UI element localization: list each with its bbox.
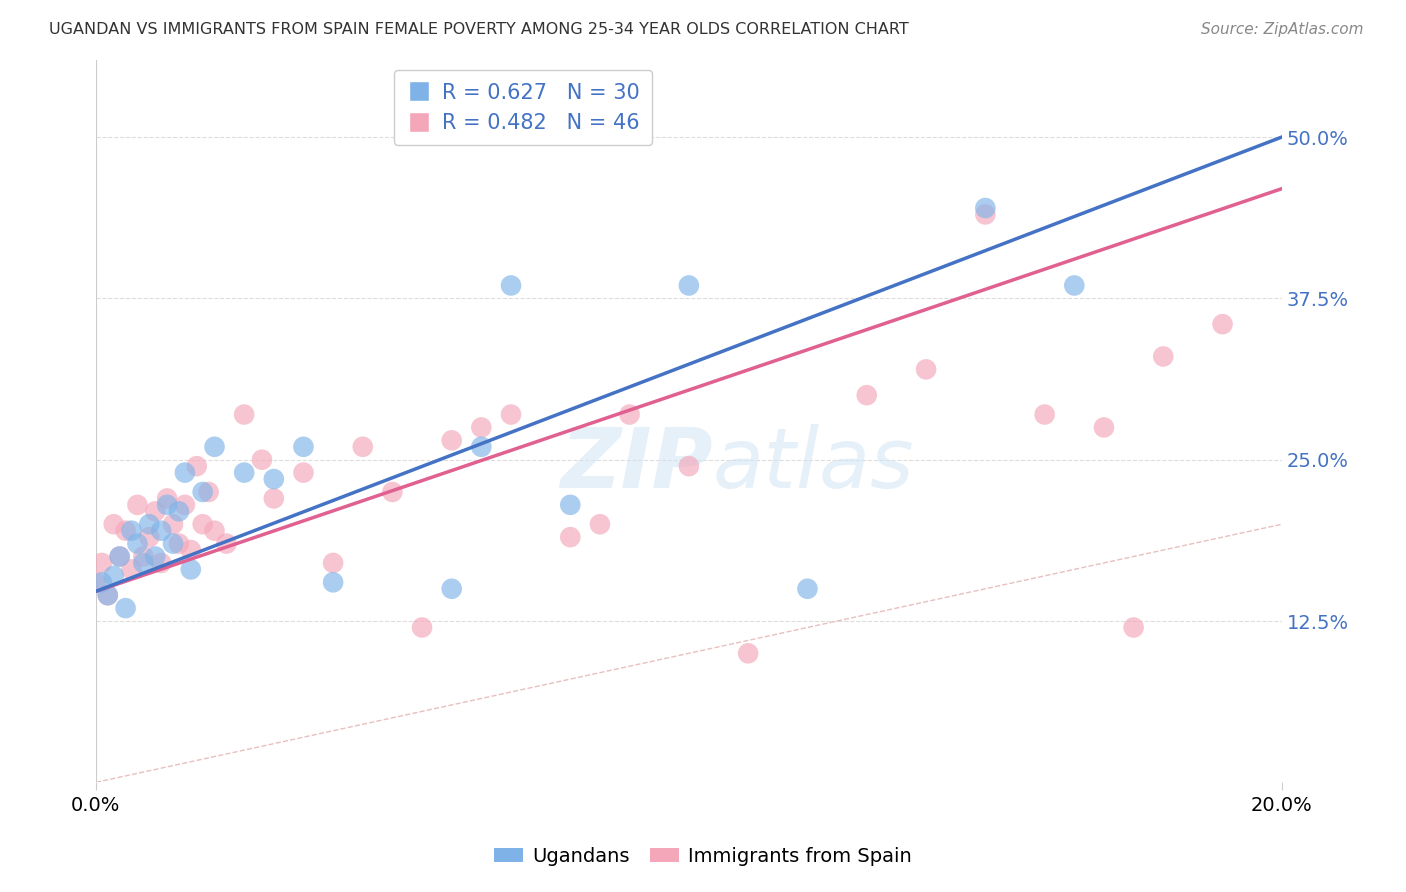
Point bbox=[143, 549, 166, 564]
Point bbox=[233, 466, 256, 480]
Point bbox=[162, 517, 184, 532]
Point bbox=[204, 440, 226, 454]
Point bbox=[322, 556, 344, 570]
Point bbox=[138, 517, 160, 532]
Point bbox=[180, 562, 202, 576]
Point bbox=[381, 485, 404, 500]
Point bbox=[796, 582, 818, 596]
Point bbox=[180, 543, 202, 558]
Point bbox=[619, 408, 641, 422]
Point bbox=[233, 408, 256, 422]
Point bbox=[103, 569, 125, 583]
Point bbox=[191, 517, 214, 532]
Point bbox=[411, 620, 433, 634]
Text: UGANDAN VS IMMIGRANTS FROM SPAIN FEMALE POVERTY AMONG 25-34 YEAR OLDS CORRELATIO: UGANDAN VS IMMIGRANTS FROM SPAIN FEMALE … bbox=[49, 22, 908, 37]
Point bbox=[292, 466, 315, 480]
Point bbox=[855, 388, 877, 402]
Point bbox=[108, 549, 131, 564]
Point bbox=[90, 556, 112, 570]
Point bbox=[322, 575, 344, 590]
Point bbox=[737, 646, 759, 660]
Text: Source: ZipAtlas.com: Source: ZipAtlas.com bbox=[1201, 22, 1364, 37]
Point bbox=[97, 588, 120, 602]
Point bbox=[1152, 350, 1174, 364]
Point bbox=[156, 491, 179, 506]
Point bbox=[197, 485, 219, 500]
Point bbox=[560, 530, 582, 544]
Point bbox=[250, 452, 273, 467]
Point bbox=[204, 524, 226, 538]
Point bbox=[132, 549, 155, 564]
Point bbox=[167, 536, 190, 550]
Legend: Ugandans, Immigrants from Spain: Ugandans, Immigrants from Spain bbox=[486, 838, 920, 873]
Point bbox=[215, 536, 238, 550]
Point bbox=[974, 207, 997, 221]
Point bbox=[186, 459, 208, 474]
Point bbox=[84, 575, 107, 590]
Point bbox=[127, 498, 149, 512]
Point bbox=[499, 278, 522, 293]
Point bbox=[470, 420, 492, 434]
Point bbox=[1033, 408, 1056, 422]
Point bbox=[263, 472, 285, 486]
Point bbox=[974, 201, 997, 215]
Point bbox=[440, 582, 463, 596]
Point bbox=[138, 530, 160, 544]
Point bbox=[156, 498, 179, 512]
Point bbox=[499, 408, 522, 422]
Point bbox=[678, 278, 700, 293]
Point bbox=[173, 466, 195, 480]
Point bbox=[103, 517, 125, 532]
Point bbox=[127, 536, 149, 550]
Point bbox=[915, 362, 938, 376]
Point bbox=[167, 504, 190, 518]
Point bbox=[132, 556, 155, 570]
Point bbox=[678, 459, 700, 474]
Point bbox=[1212, 317, 1234, 331]
Point bbox=[352, 440, 374, 454]
Point bbox=[121, 524, 143, 538]
Point bbox=[440, 434, 463, 448]
Point bbox=[191, 485, 214, 500]
Point bbox=[114, 524, 136, 538]
Point bbox=[1122, 620, 1144, 634]
Legend: R = 0.627   N = 30, R = 0.482   N = 46: R = 0.627 N = 30, R = 0.482 N = 46 bbox=[394, 70, 652, 145]
Text: atlas: atlas bbox=[713, 424, 914, 505]
Point bbox=[97, 588, 120, 602]
Point bbox=[1092, 420, 1115, 434]
Point bbox=[560, 498, 582, 512]
Point bbox=[292, 440, 315, 454]
Point bbox=[121, 562, 143, 576]
Point bbox=[90, 575, 112, 590]
Point bbox=[150, 524, 173, 538]
Point bbox=[173, 498, 195, 512]
Point bbox=[1063, 278, 1085, 293]
Point bbox=[108, 549, 131, 564]
Point bbox=[589, 517, 612, 532]
Point bbox=[470, 440, 492, 454]
Point bbox=[162, 536, 184, 550]
Point bbox=[150, 556, 173, 570]
Text: ZIP: ZIP bbox=[560, 424, 713, 505]
Point bbox=[263, 491, 285, 506]
Point bbox=[143, 504, 166, 518]
Point bbox=[114, 601, 136, 615]
